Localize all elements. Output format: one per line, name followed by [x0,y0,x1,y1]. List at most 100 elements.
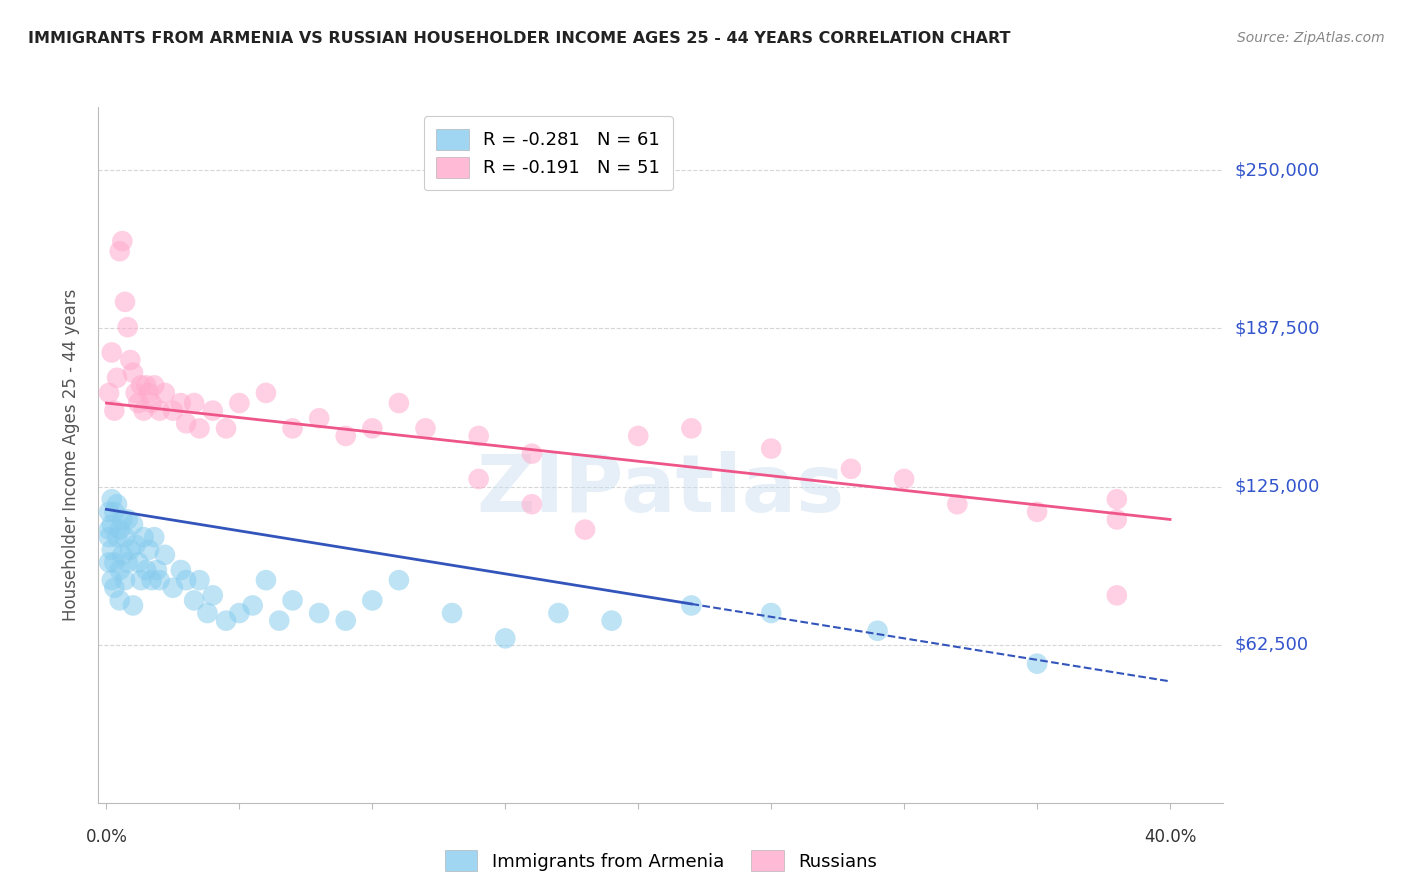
Point [388,396,411,410]
Point [153,548,176,562]
Point [228,606,250,620]
Text: Source: ZipAtlas.com: Source: ZipAtlas.com [1237,31,1385,45]
Point [108,244,131,259]
Text: $187,500: $187,500 [1234,319,1320,337]
Point [100,542,122,557]
Point [100,492,122,507]
Point [281,593,304,607]
Point [308,606,330,620]
Point [129,378,152,392]
Y-axis label: Householder Income Ages 25 - 44 years: Householder Income Ages 25 - 44 years [62,289,80,621]
Point [1105,492,1128,507]
Point [98,505,121,519]
Point [141,573,163,587]
Point [124,386,146,401]
Point [946,497,969,511]
Legend: Immigrants from Armenia, Russians: Immigrants from Armenia, Russians [437,843,884,879]
Point [100,345,122,359]
Point [467,429,489,443]
Legend: R = -0.281   N = 61, R = -0.191   N = 51: R = -0.281 N = 61, R = -0.191 N = 51 [423,116,673,190]
Point [143,378,166,392]
Point [111,512,134,526]
Point [415,421,437,435]
Point [108,593,131,607]
Point [103,403,125,417]
Point [388,573,411,587]
Point [100,517,122,532]
Point [759,442,782,456]
Point [162,581,184,595]
Point [122,517,145,532]
Point [254,386,277,401]
Point [197,606,219,620]
Text: $125,000: $125,000 [1234,477,1320,496]
Point [114,294,136,309]
Point [893,472,915,486]
Point [135,378,157,392]
Text: $62,500: $62,500 [1234,636,1309,654]
Point [148,403,170,417]
Point [122,599,145,613]
Point [627,429,650,443]
Point [335,429,357,443]
Point [215,614,238,628]
Point [98,523,121,537]
Point [520,497,543,511]
Point [681,599,703,613]
Text: $250,000: $250,000 [1234,161,1320,179]
Point [111,548,134,562]
Point [111,234,134,248]
Point [108,523,131,537]
Text: 40.0%: 40.0% [1144,828,1197,846]
Point [114,530,136,544]
Point [242,599,264,613]
Point [138,386,160,401]
Point [117,556,139,570]
Point [129,573,152,587]
Text: 0.0%: 0.0% [86,828,128,846]
Point [361,593,384,607]
Point [361,421,384,435]
Point [162,403,184,417]
Point [188,573,211,587]
Point [1026,505,1049,519]
Point [117,512,139,526]
Point [1105,512,1128,526]
Point [120,353,142,368]
Point [681,421,703,435]
Point [188,421,211,435]
Point [467,472,489,486]
Text: ZIPatlas: ZIPatlas [477,450,845,529]
Point [124,538,146,552]
Point [183,593,205,607]
Point [153,386,176,401]
Point [254,573,277,587]
Point [98,386,121,401]
Point [105,530,128,544]
Point [100,573,122,587]
Point [143,530,166,544]
Point [135,563,157,577]
Point [308,411,330,425]
Point [574,523,596,537]
Point [335,614,357,628]
Point [127,396,149,410]
Point [105,497,128,511]
Point [759,606,782,620]
Point [120,542,142,557]
Point [170,396,193,410]
Point [103,556,125,570]
Point [215,421,238,435]
Text: IMMIGRANTS FROM ARMENIA VS RUSSIAN HOUSEHOLDER INCOME AGES 25 - 44 YEARS CORRELA: IMMIGRANTS FROM ARMENIA VS RUSSIAN HOUSE… [28,31,1011,46]
Point [600,614,623,628]
Point [132,403,155,417]
Point [866,624,889,638]
Point [98,530,121,544]
Point [1026,657,1049,671]
Point [148,573,170,587]
Point [114,573,136,587]
Point [520,447,543,461]
Point [839,462,862,476]
Point [103,505,125,519]
Point [269,614,291,628]
